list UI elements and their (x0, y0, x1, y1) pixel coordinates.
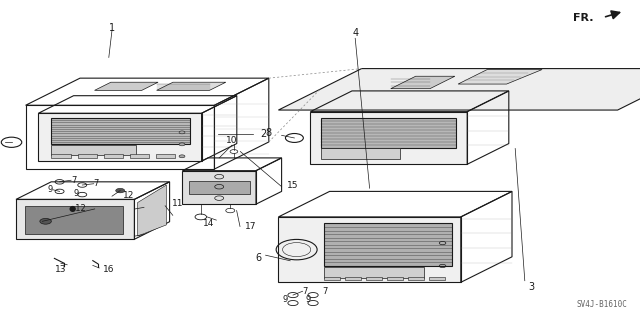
Polygon shape (321, 118, 456, 149)
Polygon shape (156, 154, 175, 158)
Polygon shape (345, 277, 362, 280)
Polygon shape (189, 181, 250, 194)
Text: 9: 9 (48, 185, 53, 194)
Text: 11: 11 (172, 199, 183, 208)
Polygon shape (182, 171, 256, 204)
Polygon shape (16, 199, 134, 239)
Polygon shape (38, 113, 202, 161)
Text: 9: 9 (283, 295, 288, 304)
Text: 9: 9 (305, 295, 310, 304)
Text: 17: 17 (245, 222, 257, 231)
Polygon shape (366, 277, 382, 280)
Text: 6: 6 (255, 253, 261, 263)
Polygon shape (104, 154, 124, 158)
Text: 1: 1 (109, 23, 115, 33)
Text: ●12: ●12 (68, 204, 86, 213)
Text: 7: 7 (302, 287, 307, 296)
Text: 15: 15 (287, 181, 298, 190)
Polygon shape (51, 145, 136, 155)
Polygon shape (429, 277, 445, 280)
Polygon shape (77, 154, 97, 158)
Circle shape (40, 219, 51, 224)
Text: 2: 2 (260, 129, 267, 139)
Circle shape (179, 131, 185, 134)
Polygon shape (278, 69, 640, 110)
Circle shape (179, 155, 185, 158)
Polygon shape (310, 112, 467, 164)
Text: 3: 3 (528, 282, 534, 292)
Text: 14: 14 (203, 219, 214, 228)
Text: 10: 10 (227, 136, 237, 145)
Polygon shape (458, 70, 542, 84)
Circle shape (179, 143, 185, 146)
Polygon shape (324, 267, 424, 278)
Polygon shape (324, 277, 340, 280)
Polygon shape (51, 154, 71, 158)
Polygon shape (390, 76, 455, 89)
Polygon shape (408, 277, 424, 280)
Polygon shape (51, 118, 190, 144)
Circle shape (116, 188, 125, 193)
Polygon shape (26, 206, 123, 234)
Polygon shape (130, 154, 149, 158)
Text: 7: 7 (71, 176, 76, 185)
Polygon shape (321, 149, 400, 159)
Text: 4: 4 (352, 28, 358, 39)
Polygon shape (387, 277, 403, 280)
Text: FR.: FR. (573, 12, 593, 23)
Text: 8: 8 (266, 128, 272, 138)
Text: SV4J-B1610C: SV4J-B1610C (577, 300, 627, 309)
Polygon shape (324, 223, 452, 266)
Polygon shape (95, 82, 158, 90)
Polygon shape (157, 82, 226, 90)
Polygon shape (278, 217, 461, 282)
Text: 13: 13 (55, 265, 67, 274)
Text: 16: 16 (103, 265, 115, 274)
Text: 12: 12 (123, 191, 134, 200)
Polygon shape (138, 185, 166, 236)
Text: 7: 7 (322, 287, 327, 296)
Text: 7: 7 (93, 179, 99, 188)
Text: 9: 9 (73, 189, 79, 198)
